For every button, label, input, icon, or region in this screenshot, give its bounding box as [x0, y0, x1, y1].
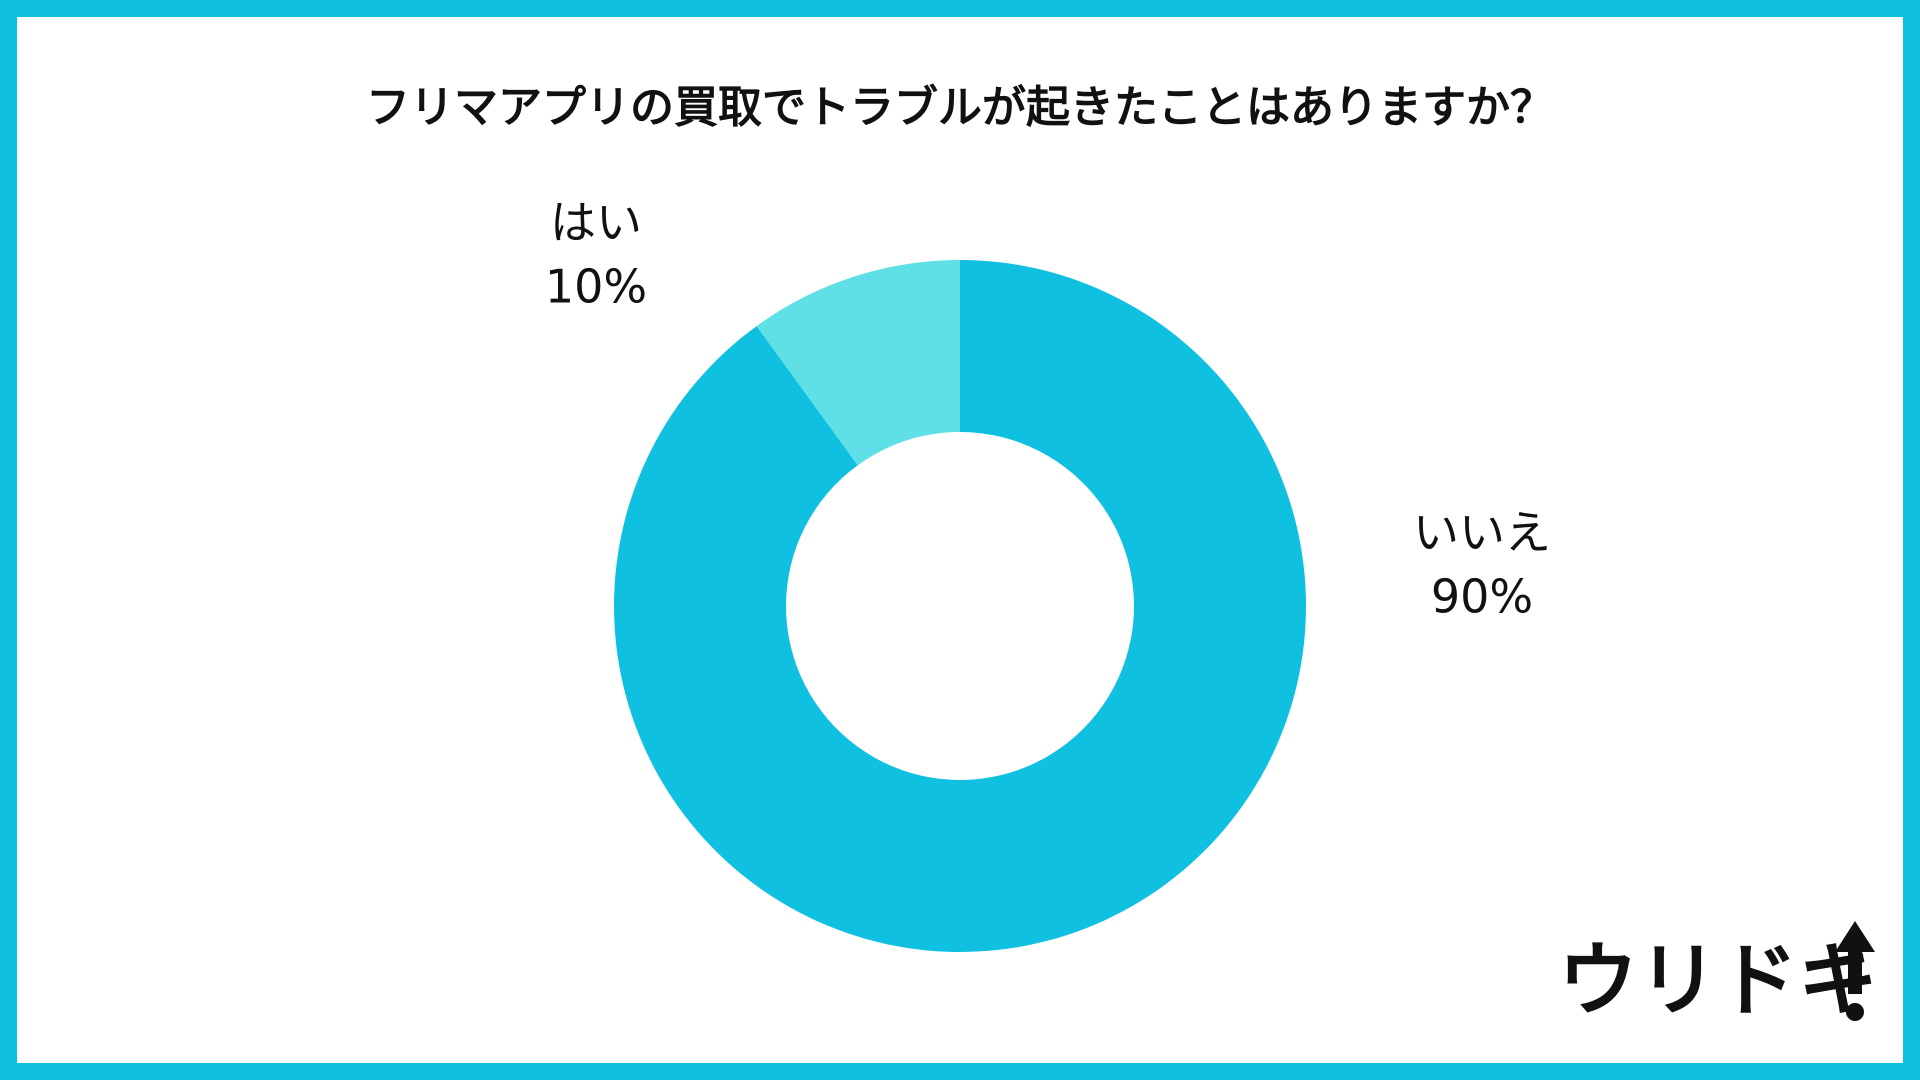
- logo: ウリドキ: [1558, 934, 1878, 1027]
- value-label: 10%: [545, 260, 647, 314]
- logo-arrow: [1835, 921, 1875, 1021]
- slice-label: いいえ: [1413, 506, 1551, 560]
- slice-label: はい: [550, 196, 642, 250]
- value-label: 90%: [1431, 570, 1533, 624]
- chart-title: フリマアプリの買取でトラブルが起きたことはありますか？: [366, 82, 1554, 133]
- donut-slice: [613, 260, 1306, 952]
- donut-slice: [756, 260, 960, 466]
